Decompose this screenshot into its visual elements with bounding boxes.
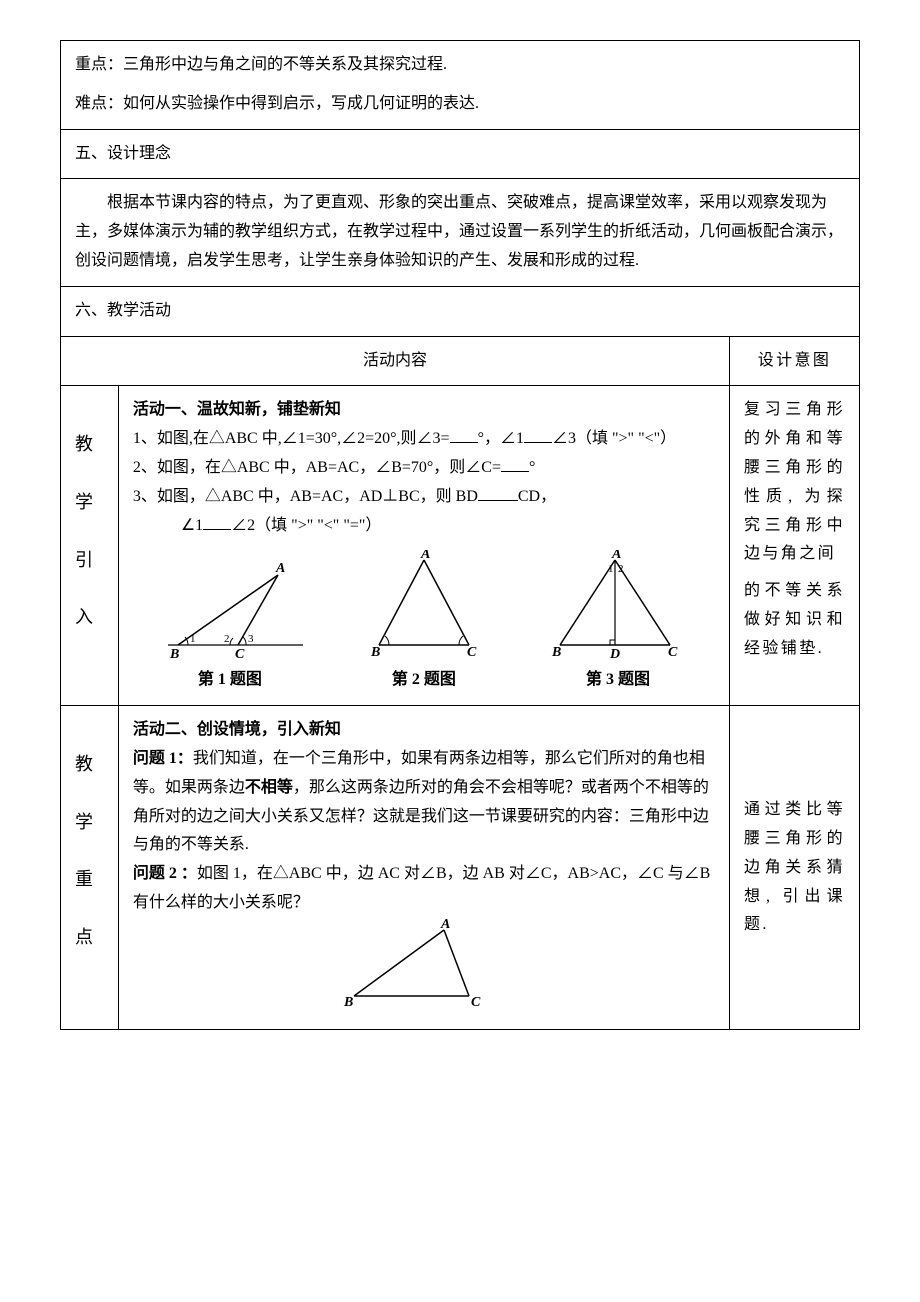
blank [501,456,529,472]
fig3-svg: 1 2 A B C D [540,550,690,660]
svg-text:1: 1 [608,563,614,575]
q3-cont: ∠1∠2（填 ">" "<" "="） [133,512,715,541]
cap3: 第 3 题图 [586,666,650,695]
svg-text:B: B [370,645,380,660]
svg-text:2: 2 [618,563,624,575]
svg-text:A: A [275,561,285,576]
q2: 2、如图，在△ABC 中，AB=AC，∠B=70°，则∠C=° [133,454,715,483]
row2-label: 教 学 重 点 [61,706,119,1029]
activity2-title: 活动二、创设情境，引入新知 [133,716,715,745]
problem1: 问题 1：我们知道，在一个三角形中，如果有两条边相等，那么它们所对的角也相等。如… [133,745,715,860]
svg-text:C: C [467,645,477,660]
main-table: 重点：三角形中边与角之间的不等关系及其探究过程. 难点：如何从实验操作中得到启示… [60,40,860,1030]
row1-content: 活动一、温故知新，铺垫新知 1、如图,在△ABC 中,∠1=30°,∠2=20°… [118,386,729,706]
sec5-title: 五、设计理念 [61,129,860,179]
col-headers-row: 活动内容 设计意图 [61,336,860,386]
row2-design: 通过类比等腰三角形的边角关系猜想, 引出课题. [730,706,860,1029]
keypoint-text: 重点：三角形中边与角之间的不等关系及其探究过程. [75,51,845,80]
fig1-svg: B C A 1 2 3 [158,560,308,660]
row2-content: 活动二、创设情境，引入新知 问题 1：我们知道，在一个三角形中，如果有两条边相等… [118,706,729,1029]
svg-text:D: D [609,647,620,660]
cap1: 第 1 题图 [198,666,262,695]
svg-text:A: A [420,550,430,562]
fig-captions: 第 1 题图 第 2 题图 第 3 题图 [133,666,715,695]
difficulty-text: 难点：如何从实验操作中得到启示，写成几何证明的表达. [75,90,845,119]
sec5-body-row: 根据本节课内容的特点，为了更直观、形象的突出重点、突破难点，提高课堂效率，采用以… [61,179,860,286]
keypoint-cell: 重点：三角形中边与角之间的不等关系及其探究过程. 难点：如何从实验操作中得到启示… [61,41,860,130]
activity1-title: 活动一、温故知新，铺垫新知 [133,396,715,425]
sec5-body: 根据本节课内容的特点，为了更直观、形象的突出重点、突破难点，提高课堂效率，采用以… [61,179,860,286]
row1-design: 复习三角形的外角和等腰三角形的性质, 为探究三角形中边与角之间 的不等关系做好知… [730,386,860,706]
sec6-title-row: 六、教学活动 [61,286,860,336]
svg-text:C: C [668,645,678,660]
svg-text:B: B [551,645,561,660]
blank [524,427,552,443]
svg-text:C: C [471,995,481,1008]
svg-text:B: B [169,647,179,660]
blank [450,427,478,443]
blank [478,485,518,501]
header-activity: 活动内容 [61,336,730,386]
row2: 教 学 重 点 活动二、创设情境，引入新知 问题 1：我们知道，在一个三角形中，… [61,706,860,1029]
svg-text:1: 1 [190,633,196,645]
problem2: 问题 2 ：如图 1，在△ABC 中，边 AC 对∠B，边 AB 对∠C，AB>… [133,860,715,918]
cap2: 第 2 题图 [392,666,456,695]
sec5-title-row: 五、设计理念 [61,129,860,179]
blank [203,514,231,530]
figures-row: B C A 1 2 3 A B C [133,550,715,660]
q1: 1、如图,在△ABC 中,∠1=30°,∠2=20°,则∠3=°，∠1∠3（填 … [133,425,715,454]
svg-text:A: A [440,918,450,932]
header-design: 设计意图 [730,336,860,386]
svg-text:3: 3 [248,633,254,645]
keypoint-row: 重点：三角形中边与角之间的不等关系及其探究过程. 难点：如何从实验操作中得到启示… [61,41,860,130]
svg-text:A: A [611,550,621,562]
fig4-wrap: A B C [133,918,715,1019]
row1: 教 学 引 入 活动一、温故知新，铺垫新知 1、如图,在△ABC 中,∠1=30… [61,386,860,706]
page-container: 重点：三角形中边与角之间的不等关系及其探究过程. 难点：如何从实验操作中得到启示… [60,40,860,1030]
svg-text:B: B [343,995,353,1008]
fig4-svg: A B C [329,918,519,1008]
row1-label: 教 学 引 入 [61,386,119,706]
fig2-svg: A B C [359,550,489,660]
sec6-title: 六、教学活动 [61,286,860,336]
svg-text:C: C [235,647,245,660]
q3: 3、如图，△ABC 中，AB=AC，AD⊥BC，则 BDCD， [133,483,715,512]
svg-text:2: 2 [224,633,230,645]
